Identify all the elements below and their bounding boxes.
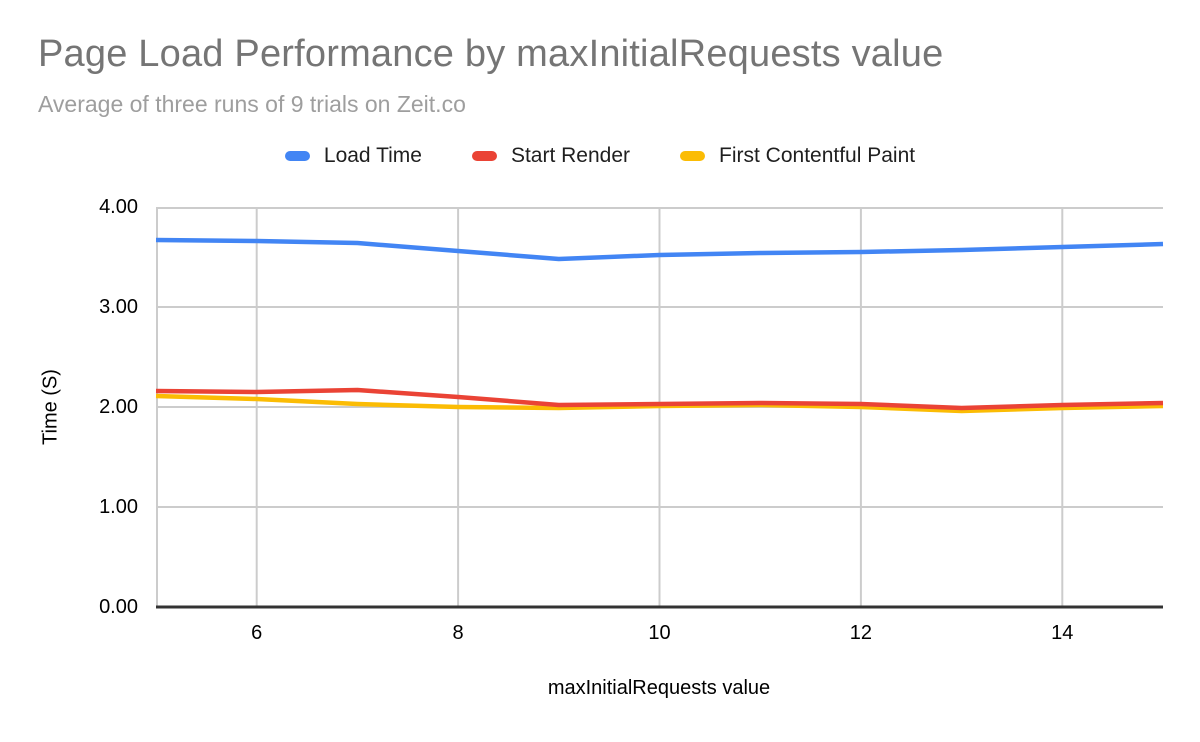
legend-swatch-icon [471, 151, 497, 161]
x-tick-label: 12 [849, 622, 873, 644]
x-tick-label: 14 [1051, 622, 1074, 644]
chart-subtitle: Average of three runs of 9 trials on Zei… [38, 91, 466, 117]
plot-area [155, 207, 1164, 609]
legend-label: Start Render [510, 144, 631, 167]
y-tick-label: 2.00 [99, 396, 138, 418]
legend-label: First Contentful Paint [719, 144, 916, 167]
series-line-load-time [155, 237, 1164, 262]
legend-item-load-time: Load Time [284, 144, 422, 168]
legend-label: Load Time [323, 144, 422, 167]
x-tick-label: 8 [452, 622, 464, 644]
series-line-start-render [155, 387, 1164, 411]
chart-title: Page Load Performance by maxInitialReque… [38, 33, 944, 75]
y-tick-label: 0.00 [99, 596, 138, 618]
x-axis-title: maxInitialRequests value [547, 677, 771, 699]
x-tick-label: 10 [648, 622, 671, 644]
legend-item-first-contentful-paint: First Contentful Paint [680, 144, 915, 168]
legend-swatch-icon [680, 151, 706, 161]
x-tick-label: 6 [251, 622, 263, 644]
legend: Load Time Start Render First Contentful Pa… [0, 143, 1200, 169]
y-tick-label: 1.00 [99, 496, 138, 518]
y-axis-title: Time (S) [39, 369, 62, 445]
y-tick-label: 3.00 [99, 296, 138, 318]
legend-swatch-icon [284, 151, 310, 161]
legend-item-start-render: Start Render [471, 144, 631, 168]
y-tick-label: 4.00 [99, 196, 138, 218]
